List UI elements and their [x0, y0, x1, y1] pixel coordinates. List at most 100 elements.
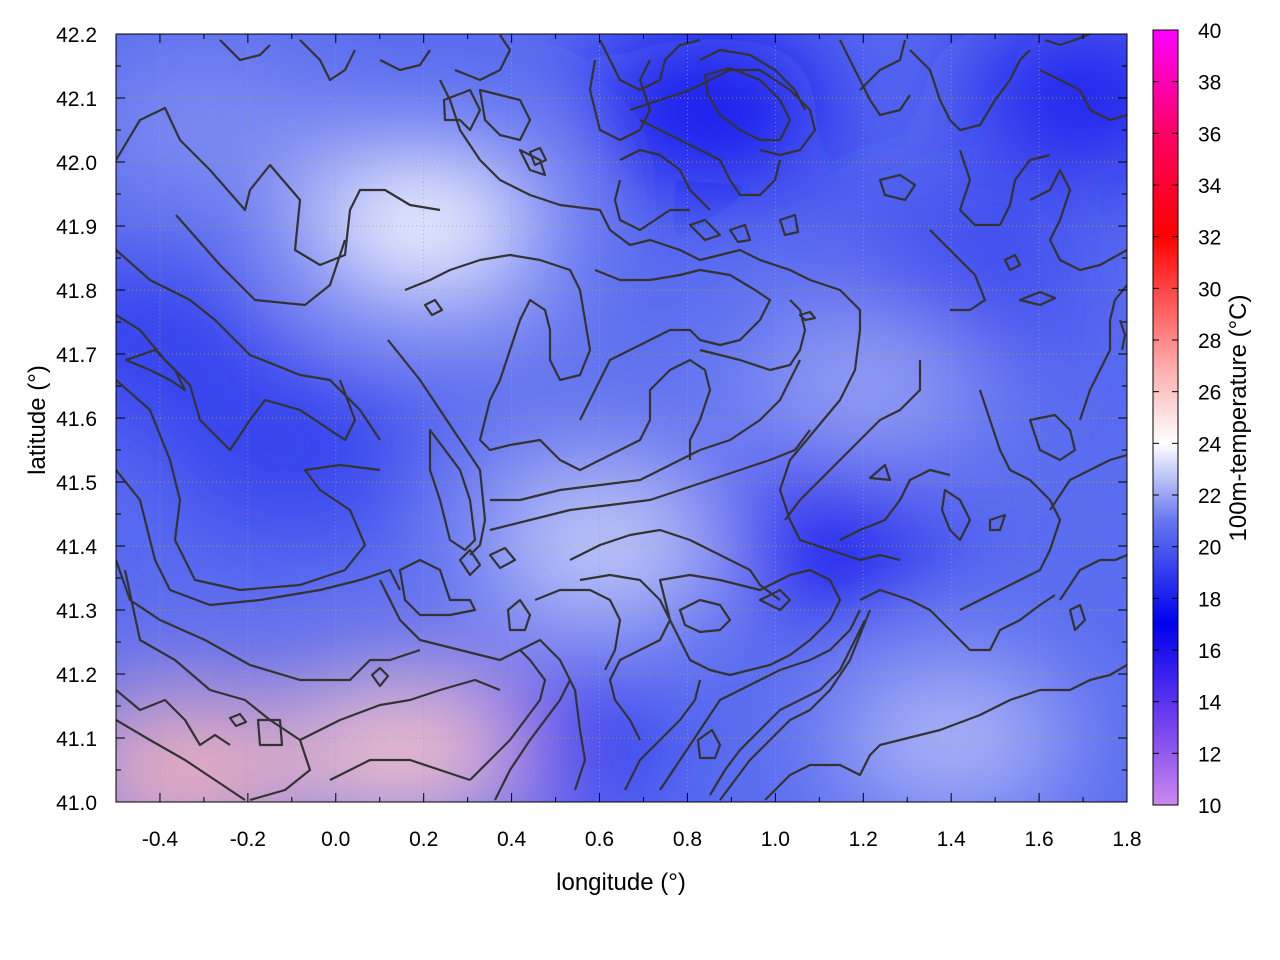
contour-line — [116, 689, 231, 747]
y-tick-label: 41.0 — [56, 792, 97, 815]
y-tick-label: 41.7 — [56, 344, 97, 367]
colorbar-label: 100m-temperature (°C) — [1225, 294, 1252, 541]
contour-line — [442, 88, 482, 132]
contour-line — [798, 310, 817, 322]
y-tick-label: 41.8 — [56, 280, 97, 303]
contour-line — [699, 48, 806, 111]
contour-line — [1003, 253, 1022, 272]
y-tick-label: 41.5 — [56, 472, 97, 495]
contour-line — [1028, 413, 1077, 462]
colorbar-gradient — [1152, 29, 1179, 806]
contour-line — [299, 39, 356, 82]
colorbar-tick-label: 14 — [1198, 692, 1222, 715]
contour-line — [619, 148, 711, 211]
y-tick-label: 42.1 — [56, 88, 97, 111]
colorbar-tick-label: 22 — [1198, 485, 1221, 508]
contour-line — [1018, 290, 1057, 307]
contour-lines — [116, 34, 1127, 802]
contour-line — [859, 39, 907, 91]
contour-line — [387, 339, 487, 556]
contour-line — [490, 359, 801, 502]
contour-line — [579, 268, 772, 421]
contour-line — [488, 546, 517, 570]
temperature-region — [457, 343, 698, 493]
temperature-region — [963, 34, 1127, 173]
y-tick-label: 41.1 — [56, 728, 97, 751]
temperature-region — [116, 266, 258, 417]
colorbar-tick-label: 26 — [1198, 382, 1221, 405]
contour-line — [599, 38, 701, 92]
contour-line — [116, 379, 381, 592]
contour-line — [709, 619, 866, 796]
colorbar-tick-label: 40 — [1198, 20, 1221, 43]
x-tick-label: -0.4 — [142, 828, 179, 851]
contour-line — [379, 49, 431, 72]
plot-area — [115, 33, 1128, 803]
x-tick-label: 0.0 — [321, 828, 350, 851]
x-tick-label: 1.8 — [1112, 828, 1141, 851]
y-tick-label: 41.2 — [56, 664, 97, 687]
contour-line — [175, 214, 347, 307]
contour-line — [613, 179, 690, 232]
contour-line — [506, 598, 532, 632]
x-axis-label: longitude (°) — [556, 869, 686, 896]
contour-line — [839, 468, 951, 541]
temperature-region — [116, 695, 302, 802]
contour-line — [728, 223, 752, 244]
contour-line — [1078, 284, 1127, 421]
contour-line — [909, 49, 1031, 132]
colorbar-tick-label: 38 — [1198, 72, 1221, 95]
contour-line — [639, 119, 782, 197]
x-tick-label: 1.2 — [849, 828, 878, 851]
x-tick-label: 1.0 — [761, 828, 790, 851]
contour-line — [299, 678, 501, 741]
contour-line — [699, 299, 807, 372]
contour-line — [703, 66, 792, 142]
x-tick-label: 1.4 — [937, 828, 967, 851]
temperature-heatmap — [116, 34, 1127, 802]
contour-line — [329, 758, 471, 782]
y-tick-label: 42.0 — [56, 152, 97, 175]
contour-line — [959, 389, 1062, 611]
contour-line — [778, 213, 800, 237]
colorbar-tick-label: 32 — [1198, 227, 1221, 250]
y-tick-label: 42.2 — [56, 24, 97, 47]
contour-line — [116, 469, 401, 607]
x-tick-label: 0.8 — [673, 828, 702, 851]
contour-line — [116, 719, 246, 801]
contour-line — [116, 559, 421, 682]
contour-line — [423, 298, 444, 317]
contour-line — [988, 513, 1007, 532]
colorbar-tick-label: 16 — [1198, 640, 1221, 663]
colorbar-tick-label: 20 — [1198, 537, 1221, 560]
colorbar-tick-label: 30 — [1198, 278, 1221, 301]
contour-line — [839, 39, 911, 117]
contour-line — [228, 712, 248, 728]
contour-line — [696, 728, 722, 760]
colorbar-ticks: 10 12 14 16 18 20 22 24 26 28 30 32 34 36 38 40 — [1153, 20, 1222, 818]
x-tick-label: 0.2 — [409, 828, 438, 851]
contour-line — [256, 718, 284, 747]
contour-line — [1049, 453, 1127, 511]
contour-line — [624, 679, 702, 791]
contour-line — [569, 528, 781, 601]
contour-line — [124, 348, 187, 392]
colorbar-tick-label: 34 — [1198, 175, 1222, 198]
contour-line — [379, 579, 587, 791]
colorbar-tick-label: 10 — [1198, 795, 1221, 818]
contour-line — [219, 39, 271, 62]
contour-line — [494, 679, 571, 801]
x-tick-label: -0.2 — [230, 828, 266, 851]
contour-line — [658, 568, 842, 677]
contour-line — [784, 360, 922, 521]
x-tick-label: 0.6 — [585, 828, 614, 851]
contour-line — [764, 664, 1127, 801]
contour-line — [719, 609, 872, 801]
temperature-region — [699, 458, 940, 609]
contour-line — [940, 488, 972, 542]
contour-line — [659, 609, 861, 791]
contour-line — [758, 588, 792, 612]
contour-line — [518, 148, 547, 177]
contour-line — [1029, 168, 1127, 272]
temperature-region — [589, 35, 830, 186]
